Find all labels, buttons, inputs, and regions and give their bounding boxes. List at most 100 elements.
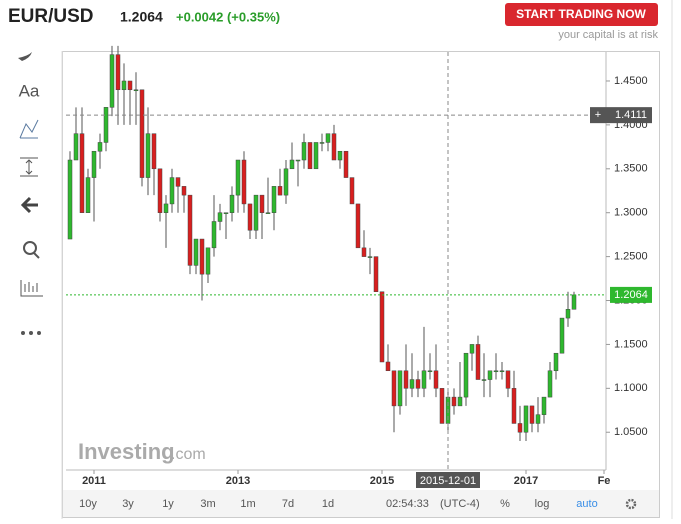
y-tick-label: 1.1000: [614, 382, 648, 394]
candle-body: [463, 352, 469, 398]
candle-body: [175, 177, 181, 187]
last-price-label: 1.2064: [614, 289, 648, 301]
risk-note: your capital is at risk: [558, 29, 658, 41]
tool-icon[interactable]: [20, 196, 38, 214]
candle-body: [193, 238, 199, 266]
cta-text[interactable]: START TRADING NOW: [516, 7, 646, 21]
candle-body: [385, 361, 391, 372]
candle-body: [499, 370, 505, 373]
candle-body: [553, 352, 559, 372]
crosshair-x-box: [416, 472, 480, 488]
candle-body: [121, 80, 127, 91]
candle-body: [313, 142, 319, 170]
change: +0.0042 (+0.35%): [176, 9, 280, 24]
range-button[interactable]: 1d: [322, 498, 334, 510]
candle-body: [469, 344, 475, 354]
candle-body: [535, 414, 541, 424]
range-button[interactable]: 3m: [200, 498, 215, 510]
candle-body: [511, 388, 517, 424]
candle-body: [409, 379, 415, 389]
candle-body: [265, 212, 271, 214]
candle-body: [307, 142, 313, 170]
candle-body: [289, 159, 295, 170]
candle-body: [301, 142, 307, 161]
crosshair-y-box: [590, 107, 652, 124]
candle-body: [103, 107, 109, 143]
y-tick-label: 1.2500: [614, 251, 648, 263]
y-tick-label: 1.3500: [614, 163, 648, 175]
candle-body: [481, 379, 487, 381]
crosshair-x-label: 2015-12-01: [420, 475, 476, 487]
candle-body: [235, 159, 241, 196]
price: 1.2064: [120, 9, 163, 25]
range-button[interactable]: 3y: [122, 498, 134, 510]
candle-body: [211, 221, 217, 249]
candle-body: [493, 370, 499, 373]
candle-body: [379, 291, 385, 363]
tool-icon[interactable]: [23, 241, 37, 255]
candle-body: [277, 186, 283, 196]
candle-body: [271, 186, 277, 213]
candle-body: [259, 194, 265, 213]
candle-body: [397, 370, 403, 407]
candle-body: [349, 177, 355, 205]
last-price-box: [610, 286, 652, 303]
x-tick-label: 2015: [370, 475, 394, 487]
auto-button[interactable]: auto: [576, 498, 597, 510]
x-tick-label: 2017: [514, 475, 538, 487]
candle-body: [217, 212, 223, 222]
candle-body: [571, 294, 577, 310]
candle-body: [283, 168, 289, 196]
range-button[interactable]: 1y: [162, 498, 174, 510]
more-icon[interactable]: [21, 331, 41, 335]
candle-body: [517, 423, 523, 433]
candle-body: [559, 317, 565, 354]
timezone: (UTC-4): [440, 498, 480, 510]
candle-body: [115, 54, 121, 91]
tool-icon[interactable]: [19, 119, 39, 139]
y-tick-label: 1.0500: [614, 426, 648, 438]
candle-body: [565, 309, 571, 319]
candle-body: [247, 203, 253, 231]
candle-body: [505, 370, 511, 389]
candle-body: [241, 159, 247, 205]
candle-body: [529, 405, 535, 424]
tool-icon[interactable]: [20, 157, 38, 177]
watermark-suffix: .com: [171, 446, 206, 463]
candle-body: [415, 379, 421, 389]
candle-body: [355, 203, 361, 249]
candle-body: [391, 370, 397, 407]
candle-body: [79, 133, 85, 213]
candle-body: [145, 133, 151, 178]
candle-body: [127, 80, 133, 91]
clock: 02:54:33: [386, 498, 429, 510]
x-tick-label: Fe: [598, 475, 611, 487]
candle-body: [343, 150, 349, 178]
candle-body: [475, 344, 481, 380]
text-tool[interactable]: Aa: [19, 81, 40, 100]
range-button[interactable]: 1m: [240, 498, 255, 510]
percent-button[interactable]: %: [500, 498, 510, 510]
cta-button[interactable]: [505, 3, 658, 26]
tool-icon[interactable]: [20, 280, 43, 297]
candle-body: [451, 396, 457, 407]
range-button[interactable]: 7d: [282, 498, 294, 510]
log-button[interactable]: log: [535, 498, 550, 510]
settings-icon[interactable]: [625, 498, 637, 510]
candle-body: [91, 150, 97, 178]
candle-body: [427, 370, 433, 373]
candle-body: [67, 159, 73, 240]
candle-body: [487, 370, 493, 380]
range-button[interactable]: 10y: [79, 498, 97, 510]
y-tick-label: 1.4500: [614, 75, 648, 87]
candle-body: [457, 396, 463, 407]
candle-body: [373, 256, 379, 292]
candle-body: [421, 370, 427, 389]
tool-icon[interactable]: [33, 252, 40, 259]
tool-icon[interactable]: [18, 52, 32, 61]
candle-body: [319, 142, 325, 144]
candle-body: [337, 150, 343, 161]
candle-body: [187, 194, 193, 266]
